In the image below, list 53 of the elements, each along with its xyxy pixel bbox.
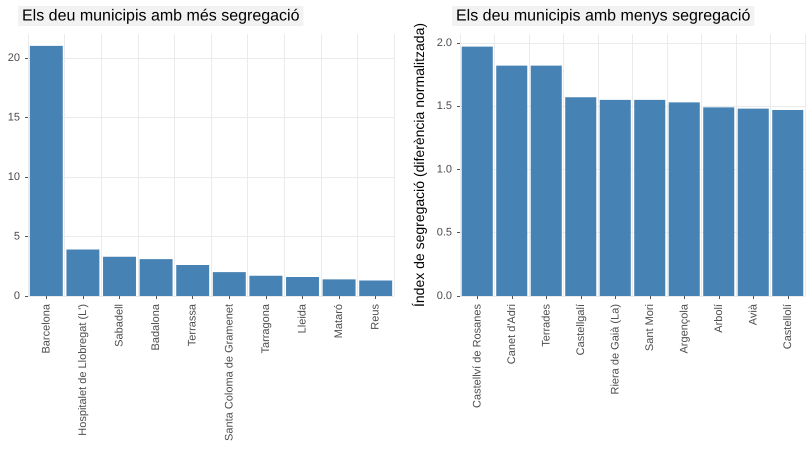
y-tick-label: 0.5 xyxy=(436,226,452,239)
bar xyxy=(359,280,392,296)
x-tick-label: Reus xyxy=(370,304,382,330)
x-tick-label: Castellolí xyxy=(782,303,794,350)
x-tick-label: Canet d'Adri xyxy=(506,304,518,364)
x-tick-label: Castellgalí xyxy=(574,303,587,356)
x-tick-label: Argençola xyxy=(678,303,690,354)
bar xyxy=(212,272,246,296)
x-tick-label: Mataró xyxy=(333,304,346,338)
bar xyxy=(66,250,100,296)
y-tick-label: 15 xyxy=(8,111,20,124)
x-tick-label: Barcelona xyxy=(40,303,52,354)
bar xyxy=(30,46,63,296)
y-tick-label: 1.0 xyxy=(436,163,452,176)
bar xyxy=(738,108,769,296)
y-tick-label: 0 xyxy=(14,290,20,302)
y-tick-label: 0.0 xyxy=(436,290,452,302)
bar xyxy=(322,279,356,296)
chart-title: Els deu municipis amb menys segregació xyxy=(456,8,750,24)
bar xyxy=(703,107,734,296)
bar xyxy=(496,66,528,296)
bar xyxy=(176,265,210,296)
bar xyxy=(668,102,700,296)
bar xyxy=(103,256,136,296)
chart-title: Els deu municipis amb més segregació xyxy=(22,8,300,24)
x-tick-label: Castellví de Rosanes xyxy=(471,304,484,408)
x-tick-label: Sabadell xyxy=(114,304,126,347)
bar xyxy=(140,259,173,296)
x-tick-label: Lleida xyxy=(296,303,308,334)
x-tick-label: Tarragona xyxy=(260,303,272,354)
y-tick-label: 20 xyxy=(8,52,20,64)
bar xyxy=(634,100,666,296)
y-tick-label: 2.0 xyxy=(436,36,452,49)
x-tick-label: Avià xyxy=(747,303,760,326)
y-axis-title: Índex de segregació (diferència normalitzada) xyxy=(410,22,427,308)
y-tick-label: 5 xyxy=(14,230,20,242)
y-tick-label: 1.5 xyxy=(436,100,452,112)
x-tick-label: Sant Mori xyxy=(644,304,656,352)
bar xyxy=(772,110,804,296)
x-tick-label: Hospitalet de Llobregat (L') xyxy=(76,304,89,436)
bar xyxy=(600,100,631,296)
bar xyxy=(249,276,282,296)
y-tick-label: 10 xyxy=(8,170,20,183)
bar xyxy=(530,66,562,296)
x-tick-label: Riera de Gaià (La) xyxy=(609,304,622,394)
bar xyxy=(462,46,493,296)
x-tick-label: Terrassa xyxy=(186,303,199,346)
bar xyxy=(565,97,596,296)
x-tick-label: Santa Coloma de Gramenet xyxy=(223,304,236,441)
bar xyxy=(286,276,319,296)
x-tick-label: Arbolí xyxy=(712,303,725,333)
x-tick-label: Badalona xyxy=(150,303,162,350)
x-tick-label: Terrades xyxy=(540,304,552,347)
